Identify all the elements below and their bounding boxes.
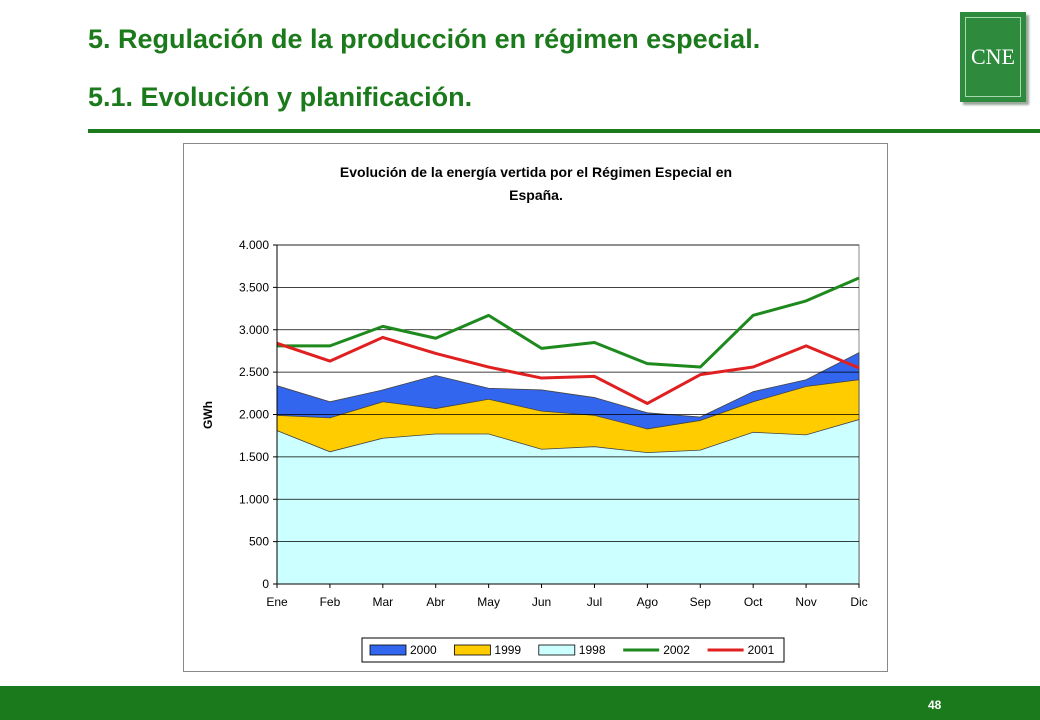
- energy-chart: Evolución de la energía vertida por el R…: [201, 164, 868, 663]
- legend-label-2001: 2001: [748, 643, 775, 657]
- x-tick-label: Jul: [587, 595, 602, 609]
- slide-subtitle: 5.1. Evolución y planificación.: [88, 82, 473, 112]
- chart-title-line2: España.: [509, 187, 563, 203]
- chart-title-line1: Evolución de la energía vertida por el R…: [340, 164, 732, 180]
- chart-frame: Evolución de la energía vertida por el R…: [183, 143, 888, 672]
- logo-text: CNE: [971, 44, 1015, 69]
- y-tick-label: 0: [262, 577, 269, 591]
- x-tick-label: Dic: [850, 595, 867, 609]
- y-tick-label: 2.500: [239, 365, 269, 379]
- legend-label-1998: 1998: [579, 643, 606, 657]
- page-number: 48: [928, 698, 942, 712]
- x-tick-label: Nov: [795, 595, 816, 609]
- y-tick-label: 1.000: [239, 492, 269, 506]
- y-tick-label: 3.500: [239, 280, 269, 294]
- y-tick-label: 3.000: [239, 323, 269, 337]
- x-tick-label: Sep: [690, 595, 712, 609]
- cne-logo: CNE: [960, 12, 1026, 102]
- legend-label-1999: 1999: [494, 643, 521, 657]
- slide-title: 5. Regulación de la producción en régime…: [88, 24, 761, 54]
- x-tick-label: Oct: [744, 595, 763, 609]
- x-tick-label: Ago: [637, 595, 659, 609]
- x-tick-label: Ene: [266, 595, 288, 609]
- x-tick-label: Feb: [320, 595, 341, 609]
- area-series-1998: [276, 419, 860, 585]
- y-tick-label: 500: [249, 535, 269, 549]
- logo-border: [965, 17, 1021, 97]
- y-tick-label: 2.000: [239, 408, 269, 422]
- plot-area: 0 500 1.000 1.500 2.000 2.500 3.000 3.500 4.000 E…: [239, 238, 868, 609]
- y-tick-label: 4.000: [239, 238, 269, 252]
- line-series-2002: [277, 276, 860, 369]
- y-axis-label: GWh: [201, 401, 215, 429]
- footer-bar: [0, 686, 1040, 720]
- x-tick-label: May: [477, 595, 500, 609]
- legend-swatch-1999: [453, 644, 491, 656]
- legend-swatch-2000: [369, 644, 407, 656]
- y-tick-label: 1.500: [239, 450, 269, 464]
- legend-swatch-1998: [538, 644, 576, 656]
- legend-label-2000: 2000: [410, 643, 437, 657]
- chart-legend: 2000 1999 1998 2002 2001: [361, 637, 785, 663]
- legend-label-2002: 2002: [663, 643, 690, 657]
- x-tick-label: Abr: [426, 595, 445, 609]
- line-series-2001: [276, 335, 860, 405]
- x-tick-label: Jun: [532, 595, 551, 609]
- x-tick-label: Mar: [372, 595, 393, 609]
- title-divider: [88, 129, 1040, 133]
